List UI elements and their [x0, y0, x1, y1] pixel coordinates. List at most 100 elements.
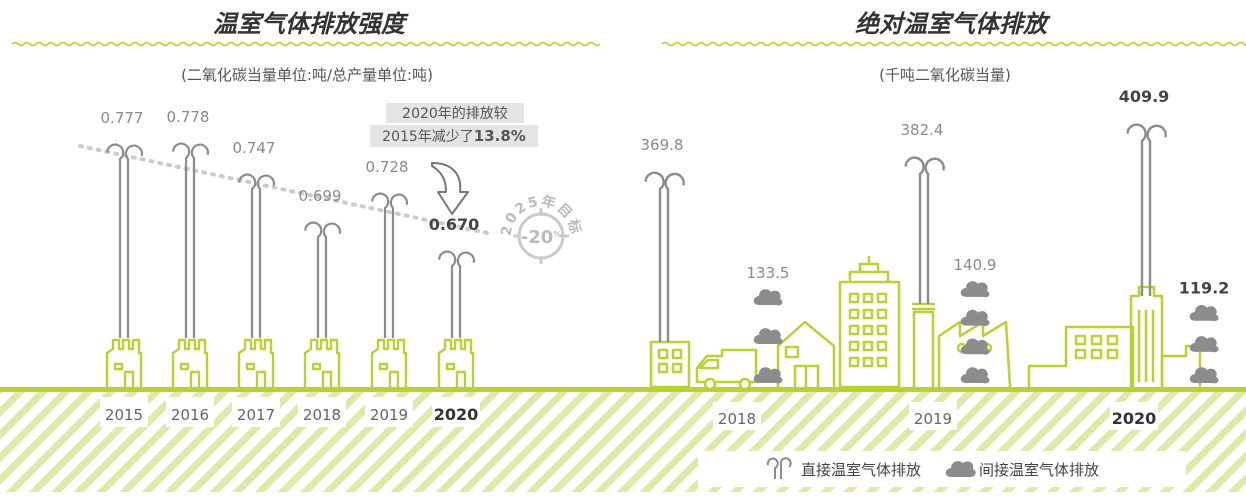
intensity-mark-2018: 0.699 2018: [298, 187, 346, 427]
annotation-reduction-value: 13.8%: [474, 127, 526, 145]
smoke-cloud-icon: [753, 328, 783, 345]
smoke-cloud-icon: [753, 289, 783, 306]
year-label-bg: [432, 397, 480, 427]
annotation-box-bottom: [370, 125, 538, 147]
target-badge: 2025年目标 -20%: [499, 192, 583, 264]
left-subtitle: (二氧化碳当量单位:吨/总产量单位:吨): [181, 66, 433, 84]
factory-icon: [370, 338, 408, 387]
legend-box: [698, 451, 1186, 487]
skyscraper-2020: [1129, 285, 1164, 387]
year-label: 2015: [105, 406, 143, 424]
year-label-bg: [365, 397, 413, 427]
long-building-2020: [1027, 325, 1135, 387]
year-label-bg: [166, 397, 214, 427]
smokestack-pair-icon: [238, 173, 275, 338]
intensity-value-label: 0.670: [429, 215, 480, 234]
city-scene: [649, 256, 1202, 391]
intensity-value-label: 0.699: [299, 187, 342, 205]
smoke-cloud-icon: [960, 309, 990, 326]
annotation-line1: 2020年的排放较: [402, 106, 508, 122]
smoke-cloud-icon: [1189, 336, 1219, 353]
right-title: 绝对温室气体排放: [855, 10, 1051, 38]
intensity-mark-2020: 0.670 2020: [429, 215, 480, 427]
indirect-value-label: 140.9: [954, 256, 997, 274]
intensity-mark-2019: 0.728 2019: [365, 158, 413, 427]
right-subtitle: (千吨二氧化碳当量): [879, 66, 1011, 84]
year-label-bg: [713, 402, 761, 430]
right-title-underline: [661, 41, 1246, 47]
tall-office-building-2019: [838, 256, 901, 389]
smokestack-pair-icon: [438, 250, 475, 338]
direct-emission-icon: [766, 457, 792, 479]
indirect-emission-icon: [945, 461, 976, 478]
factory-icon: [303, 338, 341, 387]
factory-icon: [171, 338, 209, 387]
left-title: 温室气体排放强度: [213, 10, 409, 38]
house-building: [776, 320, 836, 387]
absolute-mark-2019: 382.4 140.9 2019: [901, 121, 997, 430]
intensity-chart: 0.777 2015 0.778 2016 0.747 2017 0.699 2018 0.72…: [78, 103, 583, 427]
target-unit: %: [553, 230, 561, 239]
office-building-2018: [649, 340, 691, 389]
year-label: 2018: [303, 406, 341, 424]
annotation-line2-prefix: 2015年减少了: [382, 129, 474, 145]
direct-value-label: 382.4: [901, 121, 944, 139]
direct-value-label: 369.8: [641, 136, 684, 154]
year-label-bg: [232, 397, 280, 427]
year-label: 2019: [914, 410, 952, 428]
year-label-bg: [100, 397, 148, 427]
year-label: 2020: [1112, 409, 1157, 428]
down-arrow-icon: [431, 162, 469, 215]
intensity-value-label: 0.747: [233, 139, 276, 157]
delivery-truck: [695, 348, 758, 391]
year-label: 2016: [171, 406, 209, 424]
trend-line: [78, 144, 494, 236]
smokestack-pair-icon: [904, 156, 945, 304]
indirect-value-label: 133.5: [747, 264, 790, 282]
smoke-cloud-icon: [960, 367, 990, 384]
smokestack-pair-icon: [172, 142, 209, 338]
year-label: 2017: [237, 406, 275, 424]
legend: 直接温室气体排放 间接温室气体排放: [698, 451, 1186, 487]
year-label-bg: [1110, 402, 1158, 430]
smokestack-pair-icon: [371, 192, 408, 338]
legend-indirect-label: 间接温室气体排放: [979, 461, 1099, 479]
direct-value-label: 409.9: [1119, 87, 1170, 106]
intensity-value-label: 0.728: [366, 158, 409, 176]
intensity-value-label: 0.777: [101, 109, 144, 127]
smokestack-pair-icon: [106, 143, 143, 338]
annotation-box-top: [386, 103, 524, 123]
intensity-mark-2016: 0.778 2016: [166, 108, 214, 427]
year-label: 2020: [434, 405, 479, 424]
factory-icon: [437, 338, 475, 387]
smokestack-pair-icon: [304, 221, 341, 338]
intensity-mark-2015: 0.777 2015: [100, 109, 148, 427]
smokestack-pair-icon: [644, 171, 685, 342]
chimney-tower-2019: [912, 302, 935, 387]
legend-direct-label: 直接温室气体排放: [801, 461, 921, 479]
year-label-bg: [298, 397, 346, 427]
absolute-mark-2020: 409.9 119.2 2020: [1110, 87, 1229, 430]
small-factory-2020: [1160, 344, 1202, 387]
factory-icon: [237, 338, 275, 387]
smoke-cloud-icon: [753, 367, 783, 384]
smokestack-pair-icon: [1126, 123, 1167, 296]
smoke-cloud-icon: [960, 281, 990, 298]
indirect-value-label: 119.2: [1179, 279, 1230, 298]
smoke-cloud-icon: [1189, 304, 1219, 322]
left-title-underline: [11, 41, 601, 47]
target-value: -20%: [521, 227, 562, 248]
intensity-value-label: 0.778: [167, 108, 210, 126]
intensity-mark-2017: 0.747 2017: [232, 139, 280, 427]
factory-icon: [105, 338, 143, 387]
smoke-cloud-icon: [960, 338, 990, 355]
smoke-cloud-icon: [1189, 367, 1219, 384]
absolute-mark-2018: 369.8 133.5 2018: [641, 136, 790, 430]
annotation-line2: 2015年减少了13.8%: [382, 127, 526, 145]
year-label: 2019: [370, 406, 408, 424]
ground-line: [0, 387, 1246, 392]
year-label-bg: [909, 402, 957, 430]
year-label: 2018: [718, 410, 756, 428]
